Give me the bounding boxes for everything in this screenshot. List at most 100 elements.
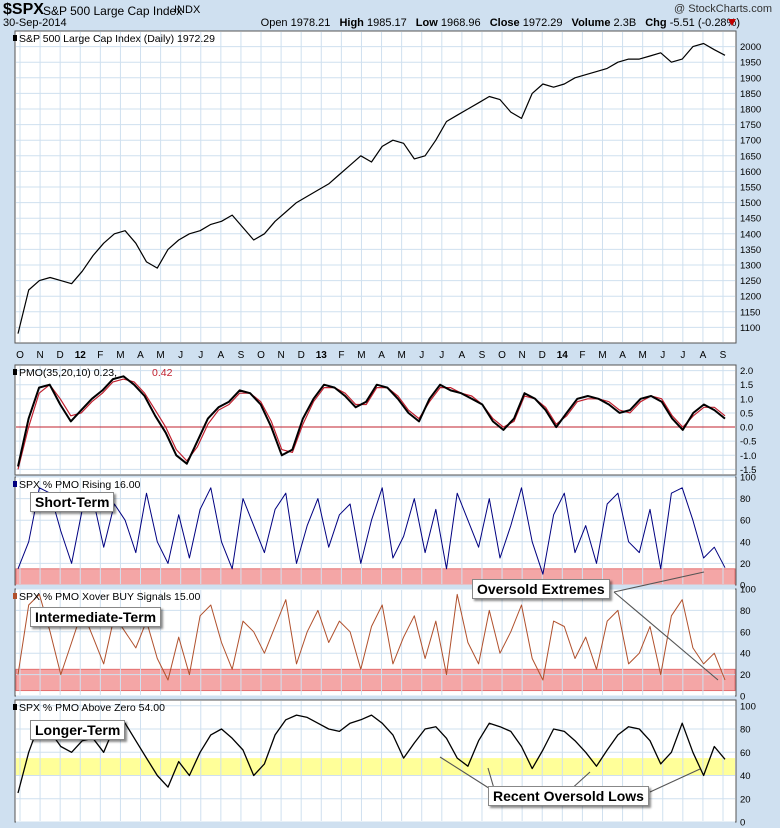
x-tick-label-21: J	[439, 350, 444, 361]
exchange: INDX	[174, 4, 201, 16]
panel-1-background	[14, 364, 737, 476]
y-tick-label-0-17: 1950	[740, 58, 761, 69]
down-arrow-icon	[728, 19, 736, 26]
y-tick-label-1-4: 0.5	[740, 408, 753, 419]
intermediate-term-callout: Intermediate-Term	[30, 607, 162, 627]
x-tick-label-18: A	[378, 350, 385, 361]
oversold-extremes-callout: Oversold Extremes	[472, 579, 610, 599]
open-label: Open	[260, 17, 288, 29]
callout-leader-1	[613, 571, 705, 593]
panel-title-0: S&P 500 Large Cap Index (Daily) 1972.29	[19, 33, 215, 45]
y-tick-label-2-3: 60	[740, 516, 751, 527]
y-tick-label-0-18: 2000	[740, 42, 761, 53]
y-tick-label-0-4: 1300	[740, 261, 761, 272]
callout-leader-2	[439, 756, 496, 793]
y-tick-label-0-9: 1550	[740, 183, 761, 194]
x-tick-label-14: D	[298, 350, 305, 361]
x-tick-label-27: 14	[557, 350, 569, 361]
x-tick-label-1: N	[36, 350, 43, 361]
y-tick-label-3-2: 40	[740, 649, 751, 660]
x-tick-label-10: A	[218, 350, 225, 361]
y-tick-label-0-2: 1200	[740, 292, 761, 303]
x-tick-label-3: 12	[75, 350, 87, 361]
panel-title-3: SPX % PMO Xover BUY Signals 15.00	[19, 591, 200, 603]
panel-title-2: SPX % PMO Rising 16.00	[19, 479, 141, 491]
y-tick-label-4-1: 20	[740, 794, 751, 805]
x-tick-label-35: S	[720, 350, 727, 361]
y-tick-label-0-7: 1450	[740, 214, 761, 225]
legend-swatch-2	[13, 481, 17, 487]
x-tick-label-29: M	[598, 350, 606, 361]
x-tick-label-26: D	[539, 350, 546, 361]
recent-oversold-lows-callout: Recent Oversold Lows	[488, 786, 649, 806]
y-tick-label-2-2: 40	[740, 537, 751, 548]
y-tick-label-4-5: 100	[740, 701, 756, 712]
y-tick-label-4-4: 80	[740, 725, 751, 736]
x-tick-label-31: M	[638, 350, 646, 361]
panel-title-1: PMO(35,20,10) 0.23,	[19, 367, 117, 379]
x-tick-label-7: M	[156, 350, 164, 361]
x-tick-label-13: N	[277, 350, 284, 361]
series-line-2-0	[17, 487, 726, 575]
y-tick-label-1-0: -1.5	[740, 465, 756, 476]
brand-watermark[interactable]: @ StockCharts.com	[674, 3, 772, 15]
index-name: S&P 500 Large Cap Index	[43, 4, 183, 18]
y-tick-label-2-0: 0	[740, 581, 745, 592]
x-tick-label-4: F	[97, 350, 103, 361]
longer-term-callout: Longer-Term	[30, 720, 126, 740]
pmo-signal-value: 0.42	[152, 367, 173, 379]
x-tick-label-5: M	[116, 350, 124, 361]
y-tick-label-0-14: 1800	[740, 105, 761, 116]
oversold-band-3	[15, 668, 736, 692]
x-tick-label-23: S	[479, 350, 486, 361]
legend-swatch-3	[13, 593, 17, 599]
close-label: Close	[489, 17, 520, 29]
low-label: Low	[415, 17, 438, 29]
callout-leader-0	[613, 591, 719, 681]
oversold-band-2	[15, 568, 736, 586]
oversold-band-4	[16, 758, 735, 776]
y-tick-label-1-1: -1.0	[740, 451, 756, 462]
high-value: 1985.17	[366, 17, 407, 29]
y-tick-label-3-3: 60	[740, 627, 751, 638]
legend-swatch-4	[13, 704, 17, 710]
x-tick-label-0: O	[16, 350, 24, 361]
series-line-1-0	[17, 375, 726, 467]
quote-date: 30-Sep-2014	[3, 17, 67, 29]
y-tick-label-0-8: 1500	[740, 198, 761, 209]
legend-swatch-0	[13, 35, 17, 41]
quote-summary: Open 1978.21 High 1985.17 Low 1968.96 Cl…	[261, 17, 740, 29]
short-term-callout: Short-Term	[30, 492, 115, 512]
chg-label: Chg	[645, 17, 667, 29]
y-tick-label-0-16: 1900	[740, 73, 761, 84]
x-tick-label-20: J	[419, 350, 424, 361]
chg-value: -5.51 (-0.28%)	[669, 17, 740, 29]
y-tick-label-4-3: 60	[740, 748, 751, 759]
y-tick-label-2-5: 100	[740, 473, 756, 484]
y-tick-label-2-1: 20	[740, 559, 751, 570]
y-tick-label-0-12: 1700	[740, 136, 761, 147]
y-tick-label-0-5: 1350	[740, 245, 761, 256]
x-tick-label-11: S	[238, 350, 245, 361]
y-tick-label-0-15: 1850	[740, 89, 761, 100]
y-tick-label-0-6: 1400	[740, 229, 761, 240]
x-tick-label-6: A	[137, 350, 144, 361]
y-tick-label-1-3: 0.0	[740, 423, 753, 434]
x-tick-label-34: A	[700, 350, 707, 361]
y-tick-label-1-7: 2.0	[740, 366, 753, 377]
y-tick-label-3-1: 20	[740, 670, 751, 681]
volume-value: 2.3B	[613, 17, 637, 29]
y-tick-label-3-0: 0	[740, 692, 745, 703]
y-tick-label-0-11: 1650	[740, 151, 761, 162]
x-tick-label-22: A	[459, 350, 466, 361]
series-line-1-1	[17, 378, 726, 470]
panel-title-4: SPX % PMO Above Zero 54.00	[19, 702, 165, 714]
y-tick-label-0-10: 1600	[740, 167, 761, 178]
x-tick-label-12: O	[257, 350, 265, 361]
x-tick-label-32: J	[660, 350, 665, 361]
callout-leader-4	[649, 768, 701, 793]
x-tick-label-24: O	[498, 350, 506, 361]
y-tick-label-0-0: 1100	[740, 323, 760, 334]
